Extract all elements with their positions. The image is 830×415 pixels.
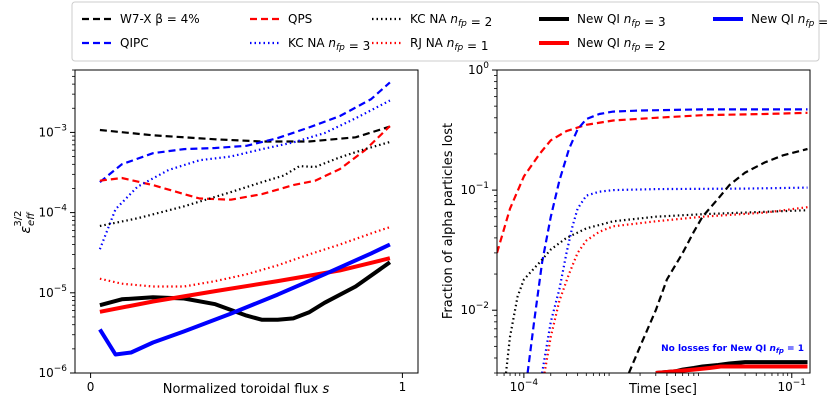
legend-item-rj1: RJ NA nfp = 1 [372, 36, 489, 53]
no-losses-annotation: No losses for New QI nfp = 1 [661, 344, 804, 355]
legend-label-w7x: W7-X β = 4% [120, 12, 200, 26]
legend-item-w7x: W7-X β = 4% [82, 12, 200, 26]
series-rj1-left [99, 226, 391, 288]
legend-label-rj1: RJ NA nfp = 1 [410, 36, 489, 53]
right-axes-frame [496, 69, 811, 374]
series-kc3-right [541, 186, 808, 373]
legend-label-qi2: New QI nfp = 2 [577, 36, 666, 53]
series-qps-right [497, 111, 808, 254]
left-y-axis-label: εeff3/2 [13, 210, 37, 233]
x-tick-label: 10−1 [777, 378, 806, 394]
series-w7x-right [627, 147, 808, 373]
legend: W7-X β = 4% QIPC QPS KC NA nfp = 3 KC NA nfp… [71, 1, 830, 62]
right-y-axis-label: Fraction of alpha particles lost [441, 123, 456, 319]
legend-item-qi1: New QI nfp = 1 [713, 12, 830, 29]
legend-item-kc2: KC NA nfp = 2 [372, 12, 492, 29]
series-qipc-left [99, 81, 391, 183]
y-tick-label: 10−6 [38, 364, 67, 380]
x-tick-label: 1 [399, 380, 407, 394]
series-qi2-left [99, 256, 391, 314]
series-qi2-right [655, 364, 808, 373]
legend-label-kc3: KC NA nfp = 3 [288, 36, 370, 53]
left-panel: 10−6 10−5 10−4 10−3 0 1 Normalized toroidal f… [13, 69, 419, 397]
y-tick-label: 10−5 [38, 284, 67, 300]
y-tick-label: 10−4 [38, 204, 67, 220]
left-axes-frame [74, 69, 419, 374]
legend-item-qi3: New QI nfp = 3 [539, 12, 666, 29]
series-w7x-left [99, 125, 391, 143]
series-qps-left [99, 125, 391, 201]
legend-frame [71, 1, 820, 62]
legend-item-kc3: KC NA nfp = 3 [250, 36, 370, 53]
right-x-axis-label: Time [sec] [628, 382, 697, 397]
y-tick-label: 10−2 [460, 301, 489, 317]
series-kc3-left [98, 99, 391, 250]
y-tick-label: 100 [468, 61, 489, 77]
right-panel: 10−2 10−1 100 10−4 10−1 Time [sec] Fraction … [441, 61, 811, 397]
legend-label-kc2: KC NA nfp = 2 [410, 12, 492, 29]
legend-label-qi3: New QI nfp = 3 [577, 12, 666, 29]
series-kc2-right [504, 209, 808, 373]
legend-item-qi2: New QI nfp = 2 [539, 36, 666, 53]
legend-label-qi1: New QI nfp = 1 [751, 12, 830, 29]
series-qi1-left [98, 242, 391, 357]
series-qipc-right [526, 108, 808, 373]
x-tick-label: 0 [87, 380, 95, 394]
y-tick-label: 10−3 [38, 123, 67, 139]
legend-item-qipc: QIPC [82, 36, 149, 50]
legend-label-qps: QPS [288, 12, 312, 26]
y-tick-label: 10−1 [460, 181, 489, 197]
series-rj1-right [543, 206, 808, 373]
left-x-axis-label: Normalized toroidal flux s [163, 382, 330, 397]
legend-label-qipc: QIPC [120, 36, 149, 50]
series-qi3-left [99, 260, 392, 322]
x-tick-label: 10−4 [510, 378, 539, 394]
legend-item-qps: QPS [250, 12, 312, 26]
